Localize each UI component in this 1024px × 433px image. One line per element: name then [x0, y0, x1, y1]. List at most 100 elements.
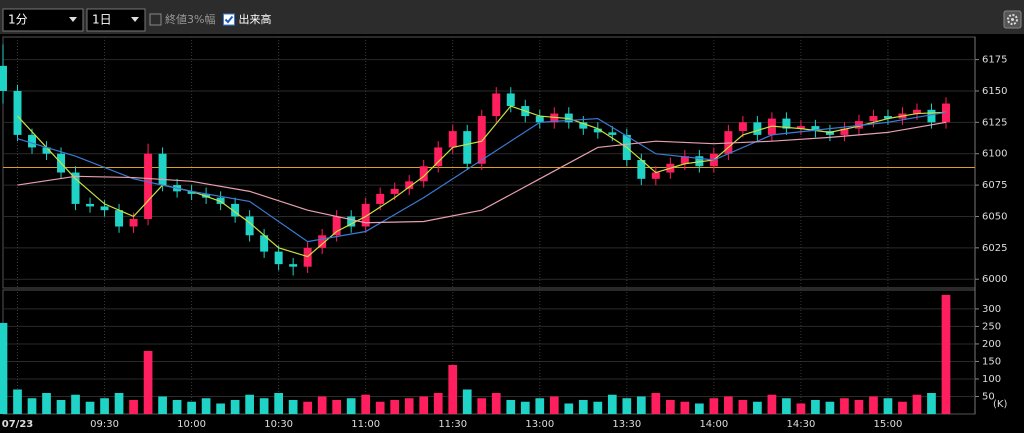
y-tick-label: 300 [982, 304, 1001, 315]
candle-body [332, 216, 341, 236]
volume-bar [636, 396, 646, 414]
volume-bar [375, 401, 385, 414]
gear-center[interactable] [1011, 18, 1014, 21]
volume-bar [520, 401, 530, 414]
candle-body [811, 126, 820, 132]
volume-bar [651, 392, 661, 414]
volume-bar [665, 399, 675, 414]
candle-body [274, 251, 283, 265]
volume-bar [317, 396, 327, 414]
candle-body [492, 93, 501, 117]
dropdown-arrow[interactable] [131, 17, 139, 22]
y-tick-label: 100 [982, 374, 1001, 385]
y-tick-label: 6175 [982, 55, 1007, 66]
option-checkbox[interactable]: 出来高 [222, 12, 271, 26]
y-tick-label: 6125 [982, 117, 1007, 128]
volume-bar [738, 399, 748, 414]
volume-bar [927, 392, 936, 414]
candle-body [912, 109, 921, 114]
candle-body [115, 210, 124, 227]
candle-body [245, 216, 254, 236]
candle-body [506, 93, 515, 107]
candle-body [260, 235, 269, 252]
interval-select[interactable]: 1分 [2, 8, 84, 32]
volume-bar [680, 401, 690, 414]
volume-bar [259, 398, 269, 414]
candle-body [579, 122, 588, 129]
gear-icon[interactable] [1007, 14, 1018, 25]
dropdown-arrow[interactable] [69, 17, 77, 22]
check-mark[interactable] [224, 15, 234, 24]
volume-bar [593, 401, 603, 414]
volume-bar [433, 392, 443, 414]
x-tick-label: 11:30 [438, 419, 467, 430]
toolbar [0, 0, 1024, 34]
volume-bar [100, 398, 109, 414]
y-tick-label: 6025 [982, 243, 1007, 254]
volume-bar [201, 398, 211, 414]
volume-bar [477, 398, 487, 414]
candle-body [86, 203, 95, 207]
x-tick-label: 11:00 [351, 419, 380, 430]
volume-bar [346, 398, 356, 414]
candle-body [0, 65, 7, 91]
volume-bar [898, 401, 907, 414]
volume-bar [0, 322, 8, 414]
select-text[interactable]: 1分 [8, 13, 28, 27]
volume-bar [912, 394, 922, 414]
y-tick-label: 6000 [982, 274, 1007, 285]
candle-body [347, 216, 356, 227]
y-tick-label: 6150 [982, 86, 1007, 97]
candle-body [434, 147, 443, 167]
candle-body [651, 172, 660, 179]
candle-body [738, 122, 747, 132]
x-tick-label: 13:00 [525, 419, 554, 430]
volume-bar [506, 399, 516, 414]
volume-bar [129, 399, 138, 414]
volume-bar [71, 394, 80, 414]
candle-body [361, 203, 370, 227]
volume-bar [419, 396, 429, 414]
settings-button[interactable] [1003, 10, 1022, 29]
candle-body [593, 128, 602, 133]
x-tick-label: 14:30 [786, 419, 815, 430]
select-box[interactable] [2, 8, 84, 32]
select-text[interactable]: 1日 [92, 13, 112, 27]
select-box[interactable] [86, 8, 146, 32]
volume-bar [303, 401, 313, 414]
candle-body [695, 156, 704, 167]
volume-bar [607, 394, 617, 414]
volume-bar [709, 398, 719, 414]
volume-bar [782, 398, 791, 414]
y-tick-label: 150 [982, 356, 1001, 367]
volume-bar [172, 399, 182, 414]
option-label[interactable]: 終値3%幅 [165, 12, 215, 26]
candle-body [289, 264, 298, 267]
candle-body [376, 193, 385, 204]
volume-bar [825, 401, 835, 414]
candle-body [550, 113, 559, 123]
option-label[interactable]: 出来高 [238, 12, 271, 26]
volume-bar [883, 398, 893, 414]
candle-body [71, 172, 80, 204]
volume-bar [288, 399, 298, 414]
checkbox[interactable] [149, 13, 162, 26]
range-select[interactable]: 1日 [86, 8, 146, 32]
option-checkbox[interactable]: 終値3%幅 [149, 12, 215, 26]
moving-average-line [17, 121, 947, 224]
volume-unit: (K) [993, 399, 1007, 410]
candle-body [303, 247, 312, 267]
candle-body [129, 218, 138, 227]
volume-bar [187, 401, 196, 414]
y-tick-label: 6100 [982, 149, 1007, 160]
volume-bar [27, 398, 37, 414]
candle-body [927, 109, 936, 123]
candle-body [796, 126, 805, 129]
candle-body [231, 203, 240, 217]
y-tick-label: 6050 [982, 211, 1007, 222]
candle-body [941, 103, 950, 123]
volume-bar [361, 394, 371, 414]
y-tick-label: 250 [982, 321, 1001, 332]
volume-bar [578, 399, 588, 414]
candle-body [463, 131, 472, 164]
